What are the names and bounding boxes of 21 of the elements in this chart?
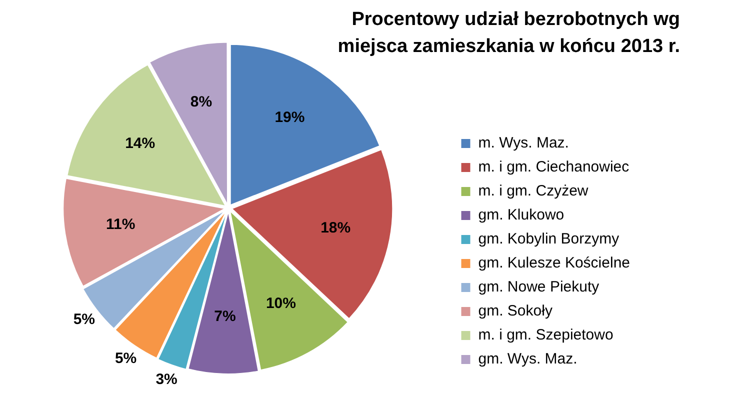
data-label: 14% — [125, 134, 156, 152]
legend-label: gm. Kulesze Kościelne — [478, 254, 630, 272]
data-label: 10% — [266, 294, 296, 312]
data-label: 11% — [106, 216, 136, 234]
legend-label: m. i gm. Ciechanowiec — [478, 158, 630, 176]
legend-label: gm. Klukowo — [478, 206, 564, 224]
chart-title: Procentowy udział bezrobotnych wg miejsca zamieszkania w końcu 2013 r. — [310, 6, 680, 60]
data-label: 8% — [190, 93, 212, 110]
legend-label: gm. Kobylin Borzymy — [478, 230, 620, 248]
legend-label: m. i gm. Czyżew — [478, 182, 588, 200]
data-label: 18% — [320, 220, 351, 237]
data-label: 7% — [214, 308, 236, 326]
legend-label: gm. Nowe Piekuty — [478, 278, 600, 296]
data-label: 19% — [274, 108, 305, 126]
legend-label: m. i gm. Szepietowo — [478, 326, 614, 344]
data-label: 3% — [156, 370, 178, 388]
legend-label: gm. Wys. Maz. — [478, 350, 578, 368]
data-label: 5% — [114, 350, 137, 368]
legend-label: gm. Sokoły — [478, 302, 553, 320]
data-label: 5% — [73, 310, 96, 328]
legend-label: m. Wys. Maz. — [478, 134, 569, 152]
